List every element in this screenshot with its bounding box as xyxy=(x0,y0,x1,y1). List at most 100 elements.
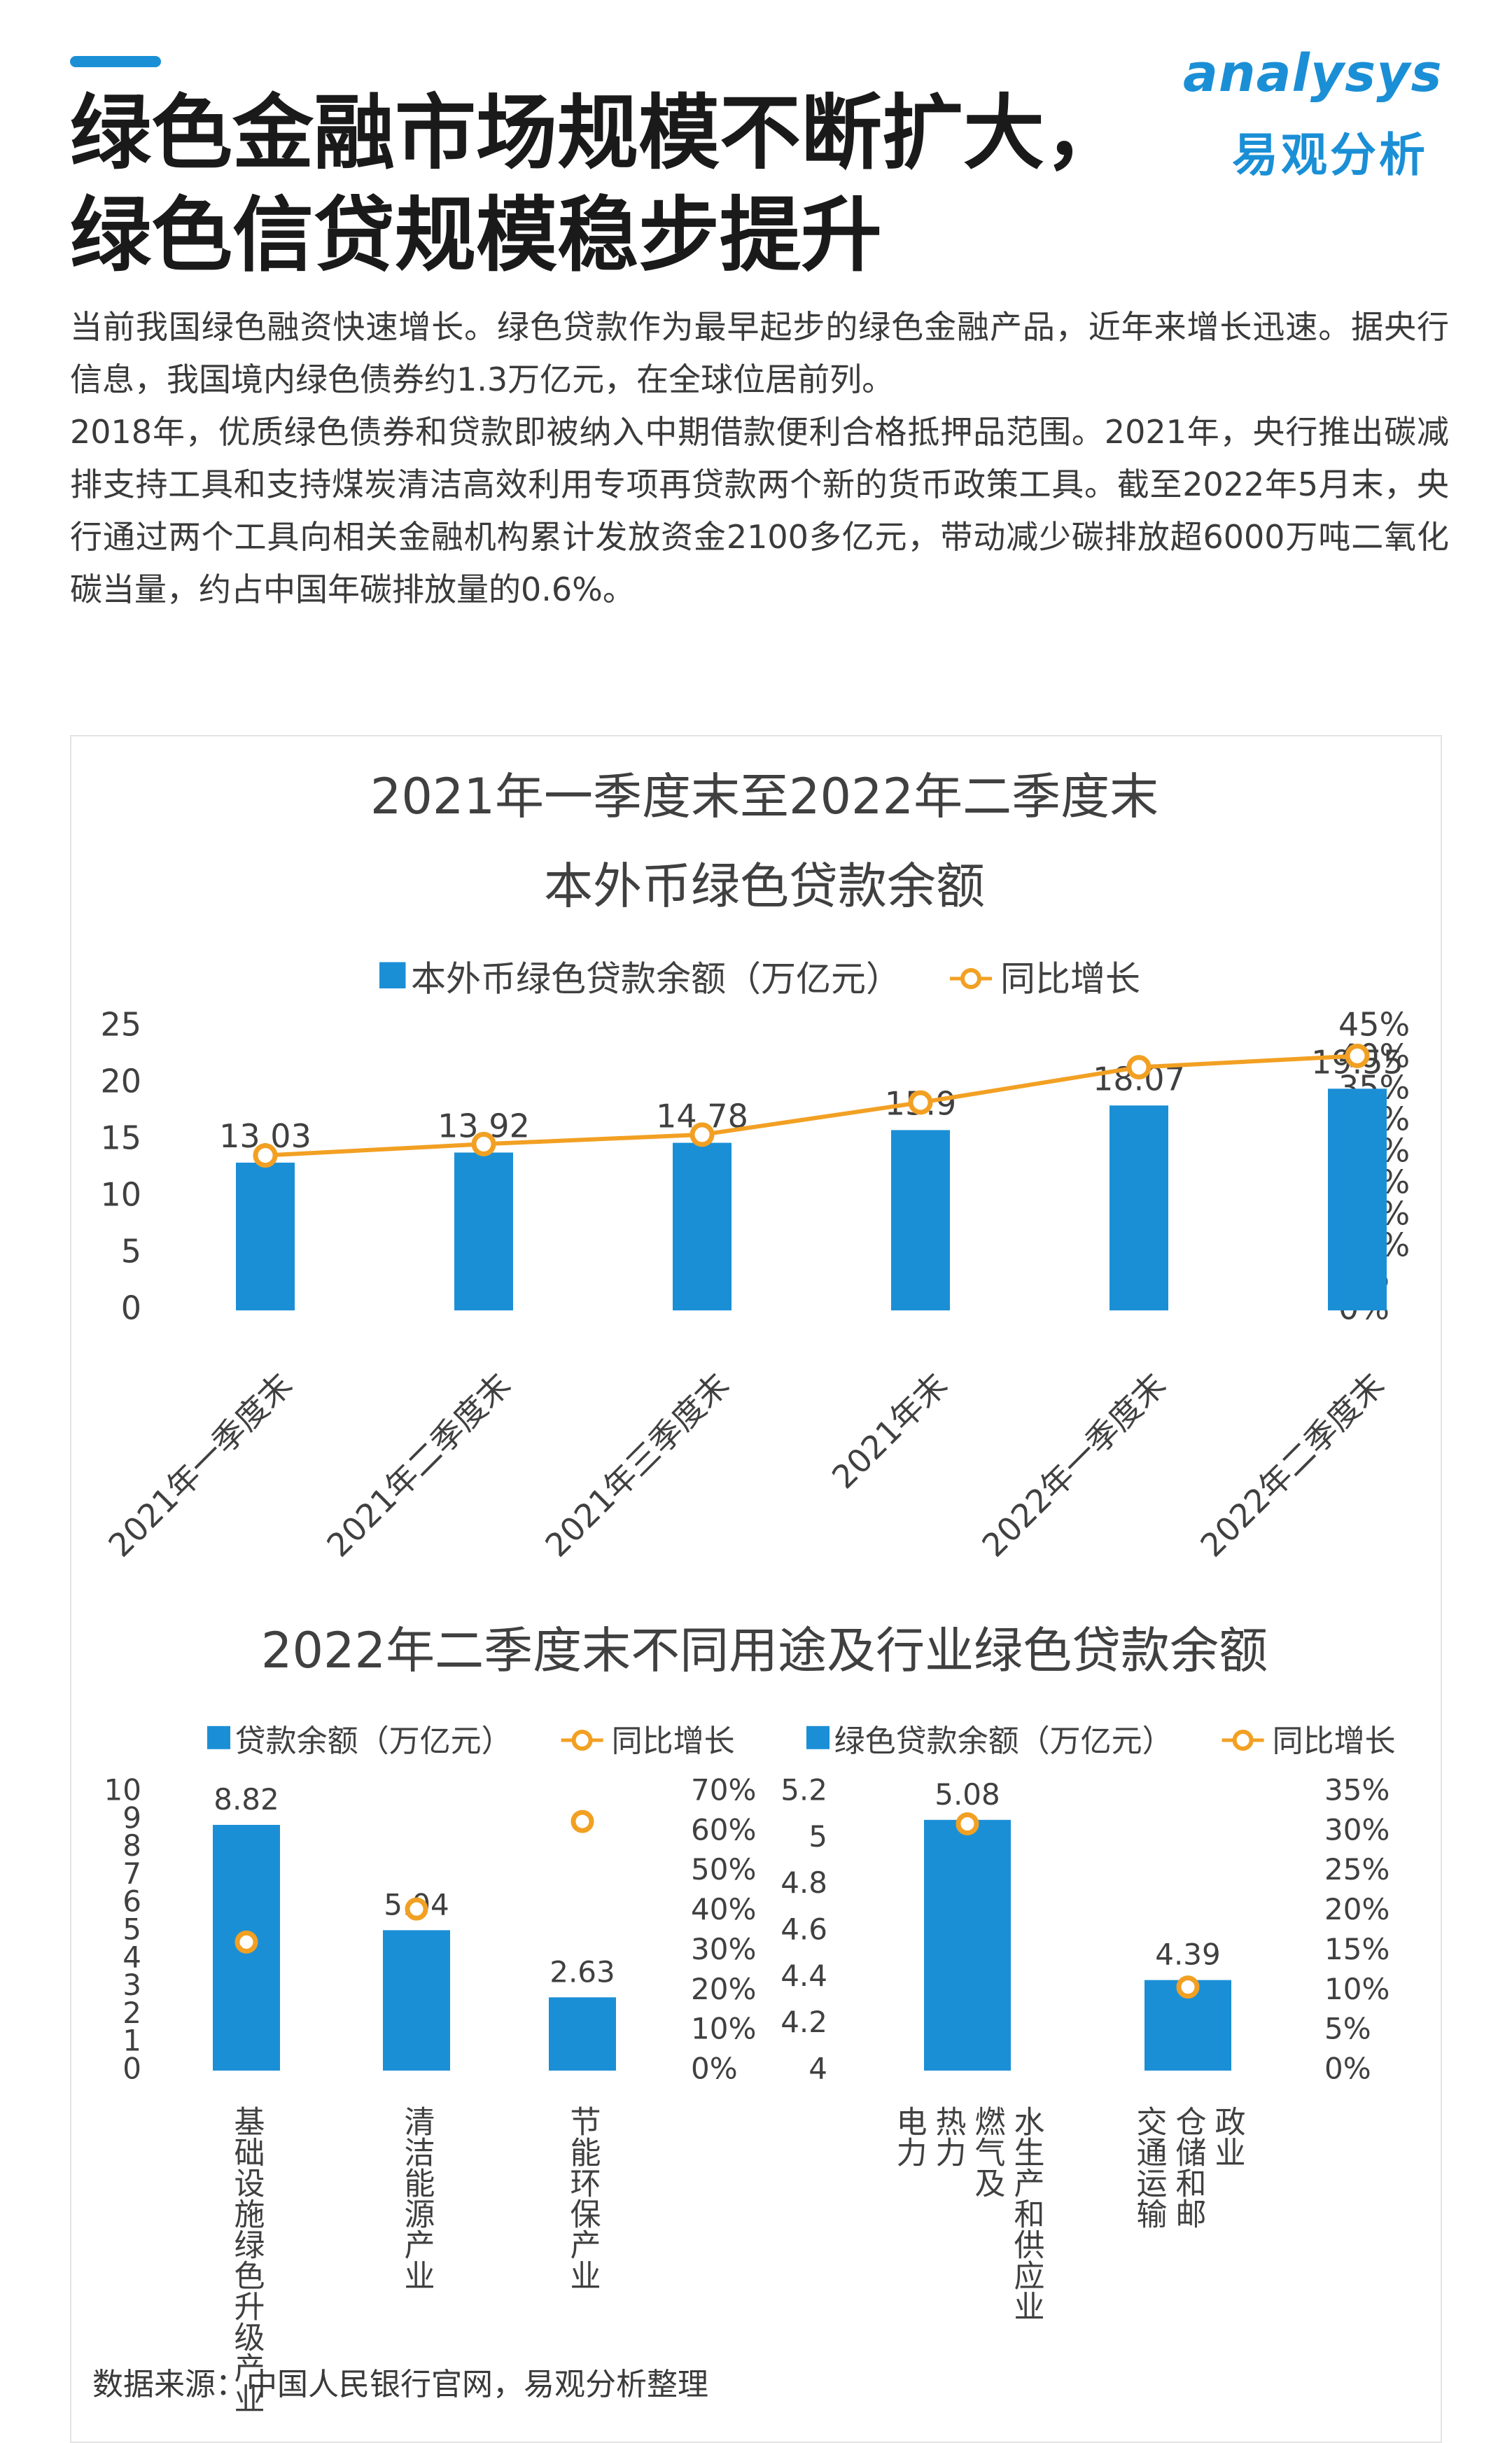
chart3-y-tick: 5 xyxy=(808,1819,827,1854)
chart1-x-tick: 2021年一季度末 xyxy=(101,1366,300,1564)
chart2-y2-tick: 20% xyxy=(691,1972,756,2006)
chart2-growth-point xyxy=(405,1897,428,1921)
chart2-legend-bar-label: 贷款余额（万亿元） xyxy=(235,1723,512,1759)
chart1-y-tick: 0 xyxy=(121,1289,141,1327)
chart1-y-tick: 10 xyxy=(100,1176,141,1214)
chart1-growth-line xyxy=(265,1054,1358,1158)
chart2-data-label: 2.63 xyxy=(550,1954,615,1989)
chart2-x-tick: 清洁能源产业 xyxy=(399,2106,435,2290)
chart1-legend-line-marker-swatch xyxy=(960,968,981,989)
chart2-bar xyxy=(383,1930,450,2071)
chart2-y2-tick: 30% xyxy=(691,1932,756,1966)
chart1-legend-line-label: 同比增长 xyxy=(1000,959,1140,1000)
chart2-y2-tick: 70% xyxy=(691,1773,756,1807)
chart2-legend-bar-swatch xyxy=(207,1726,230,1749)
intro-paragraph-2: 2018年，优质绿色债券和贷款即被纳入中期借款便利合格抵押品范围。2021年，央… xyxy=(70,413,1449,608)
chart2-y2-tick: 0% xyxy=(691,2052,738,2086)
chart2-y-tick: 10 xyxy=(104,1773,141,1807)
chart2-y-tick: 1 xyxy=(122,2024,141,2058)
chart3-y-tick: 4 xyxy=(808,2052,827,2086)
chart3-data-label: 4.39 xyxy=(1155,1938,1221,1972)
chart1-bar xyxy=(1110,1105,1168,1310)
chart3-y2-tick: 30% xyxy=(1324,1812,1390,1847)
chart1-y-tick: 15 xyxy=(100,1119,141,1157)
chart2-y2-tick: 40% xyxy=(691,1892,756,1926)
chart3-x-tick: 仓储和邮 xyxy=(1170,2106,1206,2229)
chart3-y-tick: 5.2 xyxy=(780,1773,827,1807)
chart2-y-tick: 2 xyxy=(122,1996,141,2030)
charts-svg: 2021年一季度末至2022年二季度末本外币绿色贷款余额本外币绿色贷款余额（万亿… xyxy=(100,768,1410,2414)
chart2-growth-point xyxy=(234,1930,258,1954)
chart1-growth-point xyxy=(1126,1055,1152,1080)
chart3-x-tick: 交通运输 xyxy=(1131,2106,1167,2229)
chart3-x-tick: 电力 xyxy=(891,2106,927,2167)
chart3-x-tick: 政业 xyxy=(1210,2106,1245,2167)
chart3-bar xyxy=(924,1819,1011,2071)
chart2-y-tick: 6 xyxy=(122,1884,141,1919)
chart2-y-tick: 7 xyxy=(122,1856,141,1891)
chart1-x-tick: 2021年三季度末 xyxy=(538,1366,736,1564)
chart-panel: 2021年一季度末至2022年二季度末 本外币绿色贷款余额本外币绿色贷款余额（万亿… xyxy=(70,735,1442,2443)
chart1-x-tick: 2022年一季度末 xyxy=(974,1366,1173,1564)
chart2-y2-tick: 10% xyxy=(691,2012,756,2046)
chart2-y-tick: 4 xyxy=(122,1940,141,1974)
chart1-growth-point xyxy=(1345,1043,1370,1068)
chart1-bar xyxy=(891,1130,950,1310)
chart2-legend-line-marker-swatch xyxy=(571,1730,593,1751)
chart3-legend-line-label: 同比增长 xyxy=(1273,1723,1396,1759)
intro-paragraph-1: 当前我国绿色融资快速增长。绿色贷款作为最早起步的绿色金融产品，近年来增长迅速。据… xyxy=(70,308,1449,398)
chart3-legend-bar-label: 绿色贷款余额（万亿元） xyxy=(834,1723,1173,1759)
chart1-y2-tick: 45% xyxy=(1338,1006,1410,1044)
chart3-y-tick: 4.6 xyxy=(780,1912,827,1947)
chart3-x-tick: 水生产和供应业 xyxy=(1009,2106,1045,2321)
chart2-y2-tick: 50% xyxy=(691,1852,756,1886)
chart2-data-label: 8.82 xyxy=(214,1782,279,1816)
logo-chinese-name: 易观分析 xyxy=(1232,128,1428,182)
chart1-legend-bar-swatch xyxy=(379,962,406,988)
chart1-bar xyxy=(236,1162,295,1310)
chart1-subtitle: 本外币绿色贷款余额 xyxy=(544,858,985,915)
chart2-y-tick: 8 xyxy=(122,1828,141,1863)
chart1-bar xyxy=(673,1142,732,1310)
chart3-y2-tick: 0% xyxy=(1324,2052,1371,2086)
chart3-growth-point xyxy=(1176,1975,1200,1999)
data-source-note: 数据来源：中国人民银行官网，易观分析整理 xyxy=(92,2367,708,2402)
chart2-y-tick: 5 xyxy=(122,1912,141,1947)
logo-wordmark: analysys xyxy=(1183,43,1443,104)
chart3-x-tick: 热力 xyxy=(930,2106,966,2167)
chart3-y-tick: 4.4 xyxy=(780,1959,827,1993)
chart3-y2-tick: 25% xyxy=(1324,1852,1390,1886)
chart2-y2-tick: 60% xyxy=(691,1812,756,1847)
chart1-growth-point xyxy=(253,1143,278,1168)
chart3-y-tick: 4.8 xyxy=(780,1865,827,1900)
chart1-title: 2021年一季度末至2022年二季度末 xyxy=(370,768,1158,825)
chart1-growth-point xyxy=(690,1122,715,1147)
analysys-logo: analysys 易观分析 xyxy=(1183,43,1463,183)
chart1-x-tick: 2021年二季度末 xyxy=(319,1366,518,1564)
chart1-y-tick: 25 xyxy=(100,1006,141,1044)
page-title: 绿色金融市场规模不断扩大，绿色信贷规模稳步提升 xyxy=(70,86,1126,283)
chart3-growth-point xyxy=(955,1812,979,1835)
chart3-data-label: 5.08 xyxy=(934,1777,1000,1812)
chart1-legend-bar-label: 本外币绿色贷款余额（万亿元） xyxy=(411,959,901,1000)
chart2-x-tick: 节能环保产业 xyxy=(565,2106,601,2290)
chart1-growth-point xyxy=(471,1131,496,1156)
title-accent-bar xyxy=(70,56,161,67)
chart3-x-tick: 燃气及 xyxy=(969,2106,1005,2198)
chart1-x-tick: 2022年二季度末 xyxy=(1193,1366,1392,1564)
chart3-y2-tick: 5% xyxy=(1324,2012,1371,2046)
chart2-legend-line-label: 同比增长 xyxy=(612,1723,735,1759)
chart3-y2-tick: 15% xyxy=(1324,1932,1390,1966)
chart2-x-tick: 基础设施绿色升级产业 xyxy=(229,2106,265,2414)
chart3-y2-tick: 10% xyxy=(1324,1972,1390,2006)
chart2-y-tick: 3 xyxy=(122,1968,141,2002)
chart2-bar xyxy=(549,1997,616,2071)
chart1-y-tick: 5 xyxy=(121,1233,141,1270)
chart3-legend-bar-swatch xyxy=(806,1726,830,1749)
chart2-growth-point xyxy=(570,1809,594,1833)
chart1-bar xyxy=(454,1152,513,1310)
chart3-y-tick: 4.2 xyxy=(780,2005,827,2039)
chart1-growth-point xyxy=(908,1090,933,1115)
chart3-y2-tick: 20% xyxy=(1324,1892,1390,1926)
section2-title: 2022年二季度末不同用途及行业绿色贷款余额 xyxy=(261,1622,1268,1679)
